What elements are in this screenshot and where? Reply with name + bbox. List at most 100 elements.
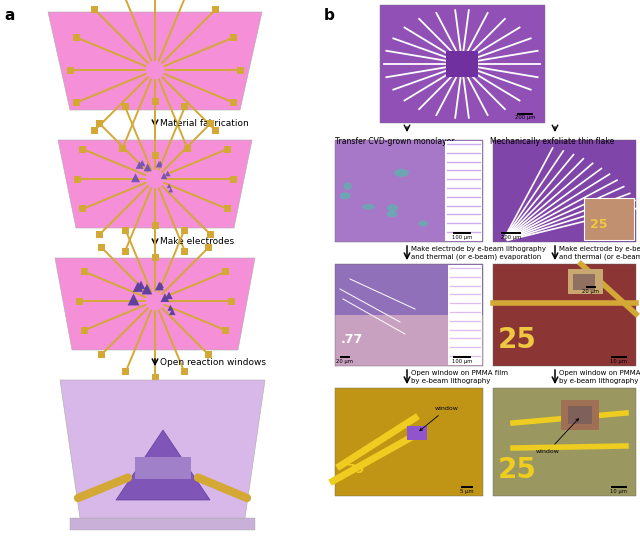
Text: Make electrode by e-beam lithography
and thermal (or e-beam) evaporation: Make electrode by e-beam lithography and… <box>411 246 546 260</box>
Bar <box>230 176 237 183</box>
Ellipse shape <box>419 220 428 226</box>
Bar <box>98 351 105 358</box>
Polygon shape <box>156 161 162 167</box>
Polygon shape <box>158 161 163 166</box>
Text: Open reaction windows: Open reaction windows <box>160 358 266 367</box>
Bar <box>81 327 88 334</box>
Text: Transfer CVD-grown monolayer: Transfer CVD-grown monolayer <box>335 137 454 146</box>
Bar <box>227 298 234 305</box>
Bar <box>223 205 230 212</box>
Bar <box>122 368 129 375</box>
Bar <box>152 98 159 105</box>
Text: Material fabrication: Material fabrication <box>160 118 249 127</box>
Polygon shape <box>48 12 262 110</box>
Bar <box>517 113 533 114</box>
Bar <box>493 140 636 242</box>
Polygon shape <box>55 258 255 350</box>
Bar <box>81 268 88 275</box>
Text: 25: 25 <box>498 456 537 484</box>
Bar <box>184 145 191 152</box>
Bar <box>152 374 159 381</box>
Bar <box>493 388 636 496</box>
Text: .79: .79 <box>343 463 365 476</box>
Bar <box>212 6 219 14</box>
Bar <box>221 268 228 275</box>
Bar <box>448 265 482 365</box>
Bar <box>135 457 191 478</box>
Text: 100 μm: 100 μm <box>452 359 472 363</box>
Text: Make electrodes: Make electrodes <box>160 238 234 246</box>
Bar <box>97 231 103 238</box>
Bar <box>181 247 188 254</box>
Text: Make electrode by e-beam lithography
and thermal (or e-beam) evaporation: Make electrode by e-beam lithography and… <box>559 246 640 260</box>
Bar <box>180 227 188 234</box>
Text: 25: 25 <box>590 218 607 231</box>
Bar <box>586 286 596 287</box>
Bar <box>568 406 592 424</box>
Polygon shape <box>127 294 140 306</box>
Bar <box>230 34 237 41</box>
Bar <box>611 486 627 488</box>
Polygon shape <box>158 282 164 288</box>
Bar <box>97 120 103 127</box>
Ellipse shape <box>394 169 409 177</box>
Bar <box>122 247 129 254</box>
Polygon shape <box>165 292 173 299</box>
Bar <box>407 426 427 440</box>
Text: 10 μm: 10 μm <box>611 359 627 363</box>
Text: .77: .77 <box>341 333 364 346</box>
Bar <box>73 99 80 106</box>
Bar <box>92 6 99 14</box>
Ellipse shape <box>387 211 397 217</box>
Bar <box>568 269 603 294</box>
Bar <box>453 232 471 233</box>
Bar <box>122 227 129 234</box>
Text: a: a <box>4 8 14 23</box>
Text: window: window <box>420 406 459 431</box>
Polygon shape <box>137 281 145 289</box>
Bar <box>207 231 214 238</box>
Bar <box>335 315 483 366</box>
Ellipse shape <box>387 204 398 212</box>
Bar <box>335 264 483 366</box>
Bar <box>152 152 159 159</box>
Bar <box>573 274 595 290</box>
Ellipse shape <box>344 183 352 190</box>
Bar <box>122 104 129 111</box>
Text: Open window on PMMA film
by e-beam lithography: Open window on PMMA film by e-beam litho… <box>559 370 640 383</box>
Bar <box>180 368 188 375</box>
Bar <box>207 120 214 127</box>
Text: Mechanically exfoliate thin flake: Mechanically exfoliate thin flake <box>490 137 614 146</box>
Polygon shape <box>167 184 172 188</box>
Polygon shape <box>60 380 265 518</box>
Bar <box>221 327 228 334</box>
Bar <box>335 140 483 242</box>
Text: 5 μm: 5 μm <box>460 489 474 494</box>
Bar <box>79 146 86 153</box>
Polygon shape <box>168 187 173 192</box>
Polygon shape <box>141 284 152 294</box>
Bar <box>340 356 350 357</box>
Bar <box>205 351 212 358</box>
Bar <box>237 66 243 73</box>
Bar <box>152 253 159 260</box>
Text: window: window <box>536 418 579 454</box>
Ellipse shape <box>362 204 374 210</box>
Bar <box>445 141 482 241</box>
Bar <box>67 66 74 73</box>
Polygon shape <box>169 309 175 315</box>
Bar <box>76 298 83 305</box>
Polygon shape <box>139 160 145 166</box>
Text: 200 μm: 200 μm <box>515 116 535 120</box>
Bar <box>335 264 483 315</box>
Bar <box>335 388 483 496</box>
Bar <box>380 5 545 123</box>
Bar <box>119 145 126 152</box>
Bar <box>611 356 627 357</box>
Polygon shape <box>136 161 143 169</box>
Bar <box>493 264 636 366</box>
Bar <box>461 486 473 488</box>
Text: b: b <box>324 8 335 23</box>
Polygon shape <box>155 282 164 291</box>
Bar <box>181 104 188 111</box>
